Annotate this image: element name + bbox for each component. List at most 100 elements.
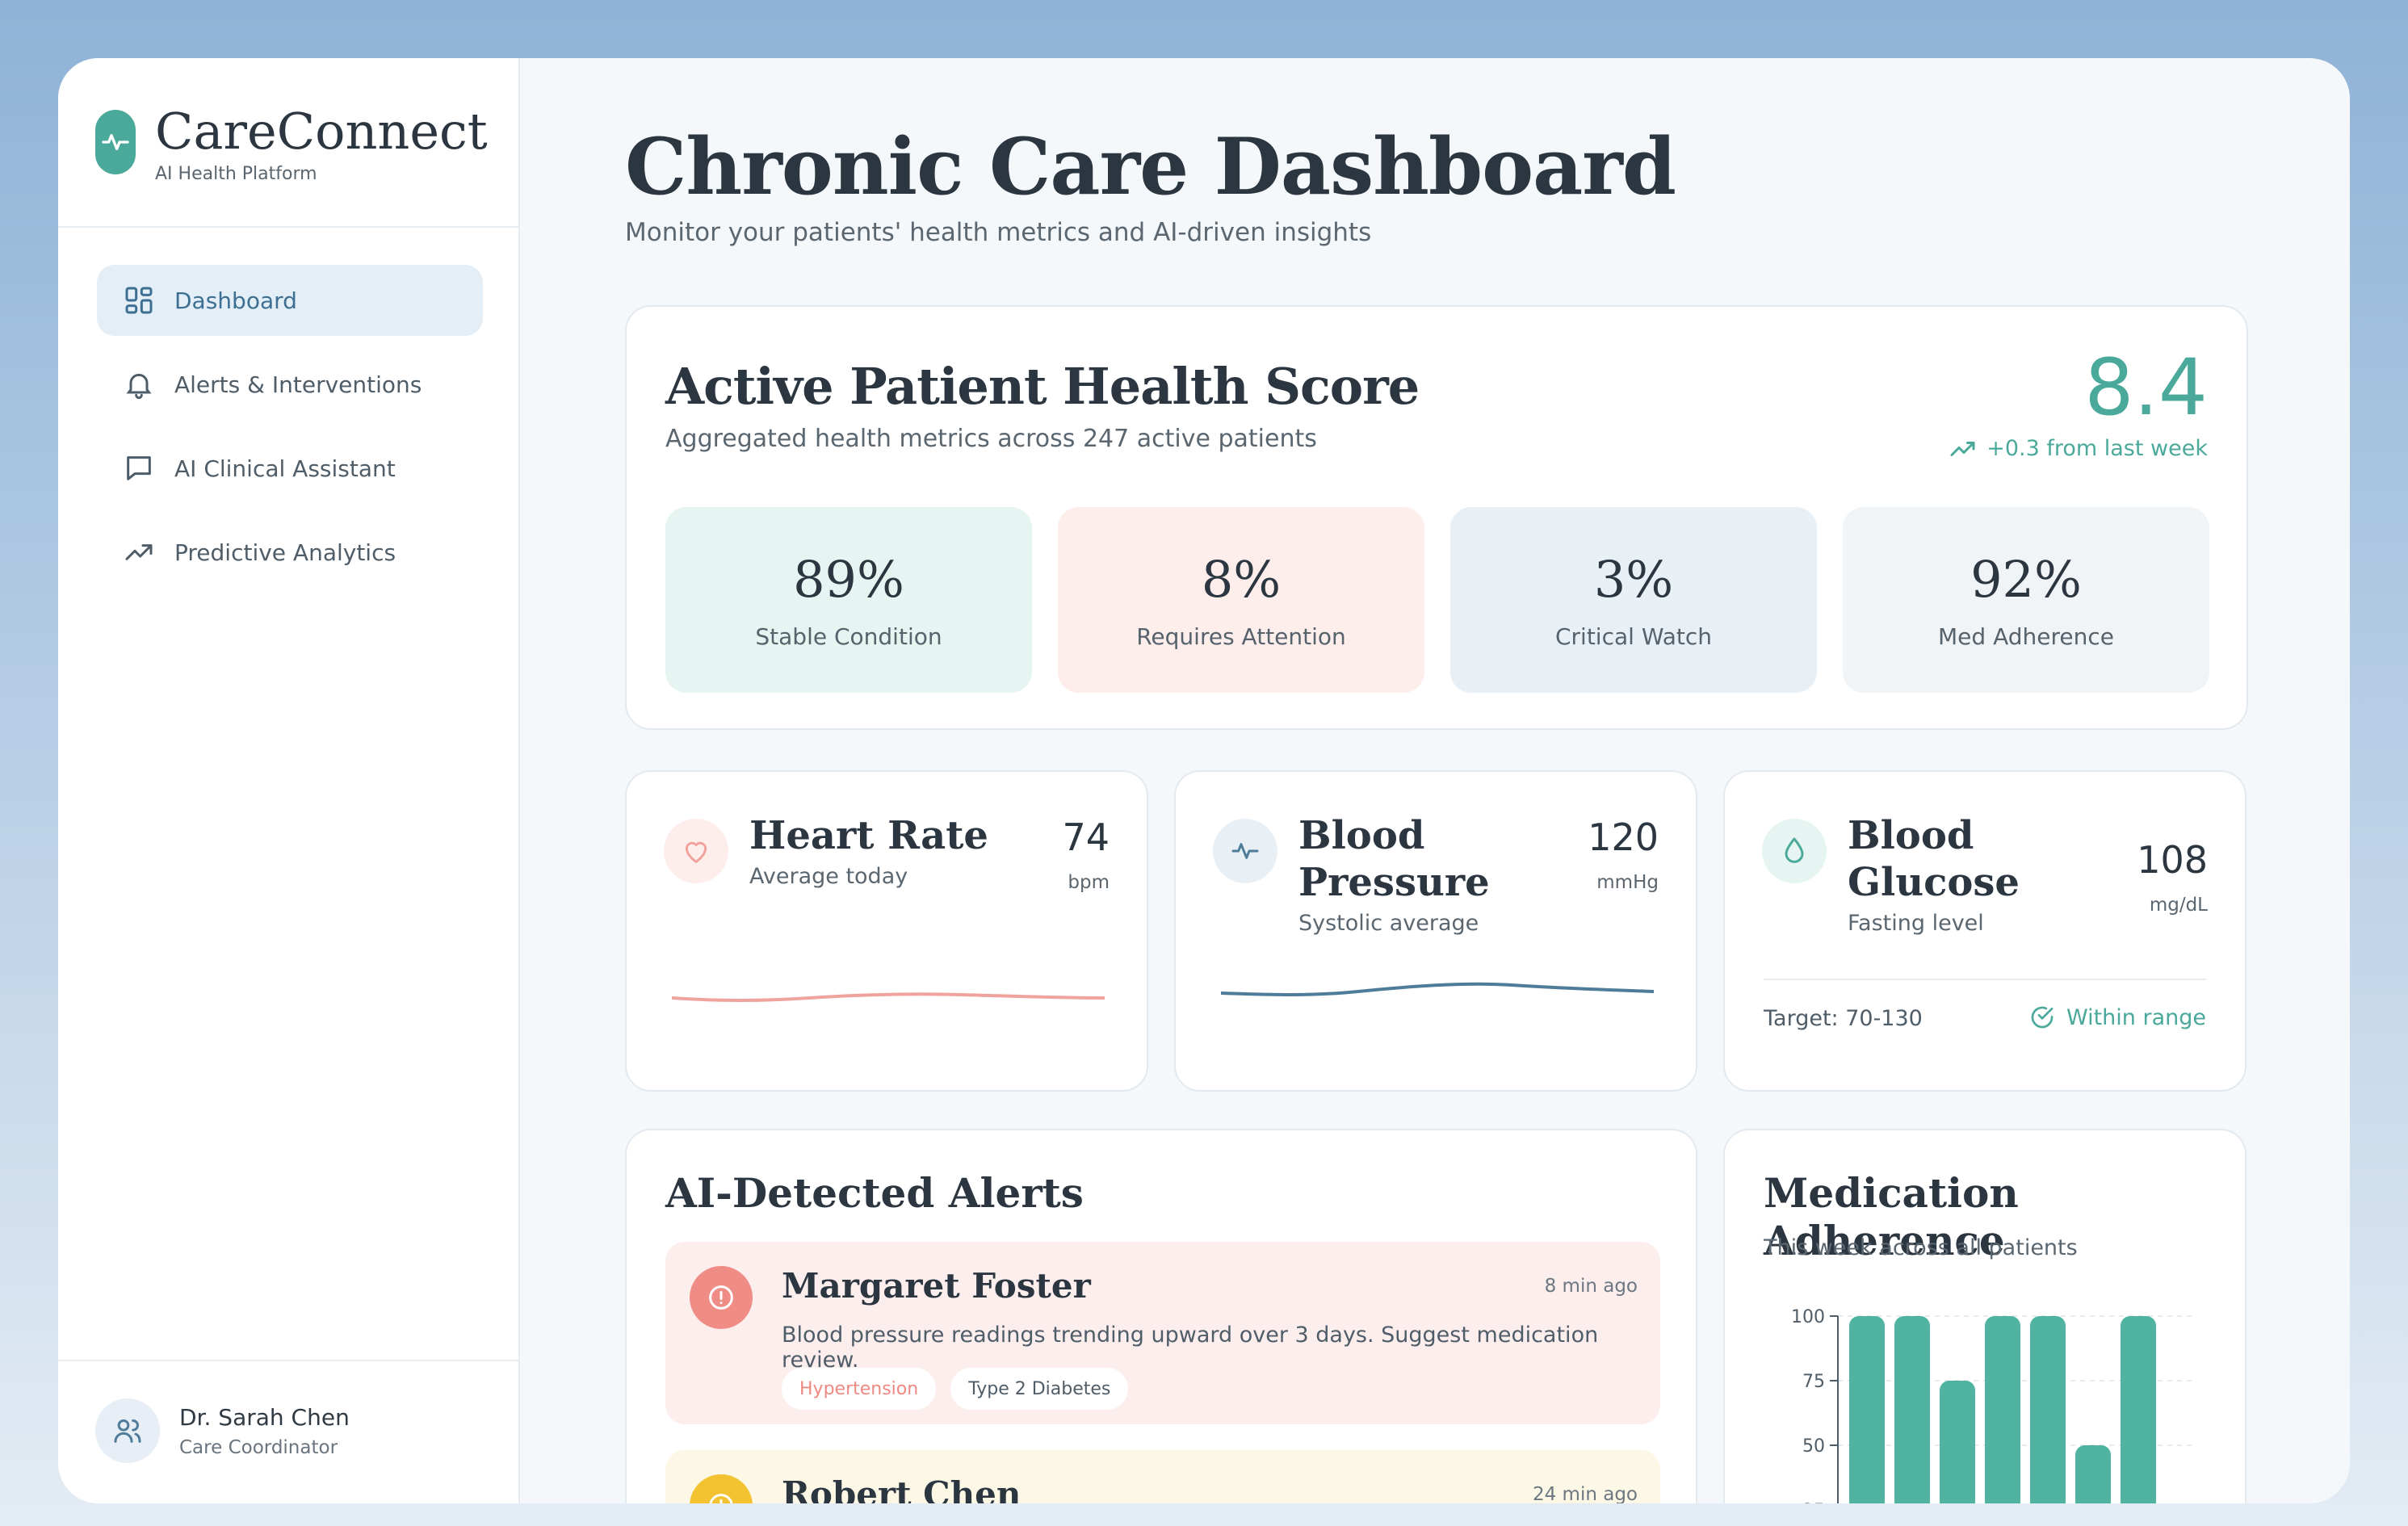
trend-icon (125, 544, 153, 560)
bell-icon (126, 373, 152, 400)
activity-icon (1213, 819, 1277, 883)
adherence-bar[interactable] (2075, 1445, 2111, 1503)
tag-hypertension[interactable]: Hypertension (782, 1368, 937, 1410)
heart-rate-unit: bpm (1068, 872, 1110, 893)
tag-diabetes[interactable]: Type 2 Diabetes (950, 1368, 1129, 1410)
chat-icon (127, 456, 151, 480)
health-score-card: Active Patient Health Score Aggregated h… (625, 305, 2248, 730)
sidebar-item-dashboard[interactable]: Dashboard (97, 265, 483, 336)
alert-time: 24 min ago (1532, 1484, 1638, 1503)
blood-glucose-title: Blood Glucose (1848, 813, 2020, 905)
alerts-title: AI-Detected Alerts (665, 1169, 1084, 1217)
alert-tags: Hypertension Type 2 Diabetes (782, 1368, 1129, 1410)
heart-rate-card[interactable]: Heart Rate Average today 74 bpm (625, 770, 1148, 1092)
glucose-divider (1764, 979, 2206, 980)
blood-pressure-subtitle: Systolic average (1298, 911, 1479, 936)
sidebar-nav: Dashboard Alerts & Interventions AI Clin… (97, 265, 483, 601)
sidebar-item-label: Alerts & Interventions (174, 371, 422, 398)
check-circle-icon (2031, 1006, 2054, 1029)
app-window: CareConnect AI Health Platform Dashboard… (58, 58, 2350, 1503)
sidebar: CareConnect AI Health Platform Dashboard… (58, 58, 520, 1503)
medication-bar-chart: 100 75 50 25 (1791, 1307, 2193, 1503)
main-content: Chronic Care Dashboard Monitor your pati… (520, 58, 2350, 1503)
sidebar-divider (58, 226, 518, 228)
status-tiles: 89% Stable Condition 8% Requires Attenti… (665, 507, 2209, 693)
sidebar-footer-divider (58, 1360, 518, 1361)
tile-label: Med Adherence (1938, 623, 2114, 650)
tile-attention[interactable]: 8% Requires Attention (1058, 507, 1424, 693)
glucose-target: Target: 70-130 (1764, 1006, 1923, 1031)
tile-stable[interactable]: 89% Stable Condition (665, 507, 1032, 693)
heart-rate-title: Heart Rate (749, 813, 988, 858)
alert-time: 8 min ago (1544, 1276, 1638, 1297)
tile-adherence[interactable]: 92% Med Adherence (1843, 507, 2209, 693)
tile-critical[interactable]: 3% Critical Watch (1450, 507, 1817, 693)
heart-rate-subtitle: Average today (749, 864, 908, 889)
adherence-bar[interactable] (1985, 1316, 2020, 1503)
users-icon (114, 1419, 141, 1443)
glucose-status-text: Within range (2066, 1004, 2206, 1030)
y-tick-label: 75 (1802, 1372, 1825, 1392)
avatar (95, 1398, 160, 1463)
adherence-bar[interactable] (2121, 1316, 2156, 1503)
blood-glucose-value: 108 (2137, 838, 2208, 882)
tile-label: Requires Attention (1136, 623, 1346, 650)
glucose-status: Within range (2029, 1004, 2206, 1030)
alert-message: Blood pressure readings trending upward … (782, 1323, 1599, 1373)
sidebar-item-analytics[interactable]: Predictive Analytics (97, 517, 483, 588)
brand[interactable]: CareConnect AI Health Platform (95, 105, 488, 184)
blood-pressure-value: 120 (1588, 815, 1659, 859)
tile-label: Stable Condition (755, 623, 942, 650)
heart-rate-value: 74 (1062, 815, 1110, 859)
adherence-bar[interactable] (2030, 1316, 2066, 1503)
tile-value: 3% (1593, 550, 1674, 609)
alert-circle-icon (690, 1474, 753, 1503)
alert-item[interactable]: Robert Chen 24 min ago (665, 1450, 1660, 1503)
sidebar-item-assistant[interactable]: AI Clinical Assistant (97, 433, 483, 504)
adherence-bar[interactable] (1894, 1316, 1930, 1503)
health-score-subtitle: Aggregated health metrics across 247 act… (665, 425, 1317, 453)
user-name: Dr. Sarah Chen (179, 1403, 350, 1431)
alert-patient-name: Margaret Foster (782, 1266, 1091, 1306)
brand-subtitle: AI Health Platform (155, 164, 317, 185)
blood-glucose-unit: mg/dL (2149, 895, 2208, 916)
heart-icon (664, 819, 728, 883)
blood-pressure-card[interactable]: Blood Pressure Systolic average 120 mmHg (1174, 770, 1697, 1092)
alert-item[interactable]: Margaret Foster 8 min ago Blood pressure… (665, 1242, 1660, 1424)
sidebar-item-alerts[interactable]: Alerts & Interventions (97, 349, 483, 420)
blood-pressure-unit: mmHg (1596, 872, 1659, 893)
brand-name: CareConnect (155, 102, 488, 161)
blood-pressure-sparkline (1221, 982, 1654, 996)
grid-icon (125, 287, 153, 314)
y-tick-label: 100 (1791, 1307, 1825, 1327)
medication-card: Medication Adherence This week across al… (1723, 1129, 2246, 1503)
alert-patient-name: Robert Chen (782, 1474, 1022, 1503)
y-tick-label: 25 (1802, 1501, 1825, 1503)
health-score-delta-text: +0.3 from last week (1986, 436, 2208, 461)
tile-value: 92% (1970, 550, 2082, 609)
blood-glucose-card[interactable]: Blood Glucose Fasting level 108 mg/dL Ta… (1723, 770, 2246, 1092)
droplet-icon (1762, 819, 1827, 883)
medication-subtitle: This week across all patients (1764, 1235, 2078, 1260)
alert-circle-icon (690, 1266, 753, 1329)
tile-label: Critical Watch (1554, 623, 1712, 650)
tile-value: 89% (793, 550, 904, 609)
alerts-card: AI-Detected Alerts Margaret Foster 8 min… (625, 1129, 1697, 1503)
blood-pressure-title: Blood Pressure (1298, 813, 1490, 905)
user-profile[interactable]: Dr. Sarah Chen Care Coordinator (95, 1398, 350, 1463)
sidebar-item-label: Predictive Analytics (174, 539, 396, 566)
sidebar-item-label: AI Clinical Assistant (174, 455, 396, 482)
user-role: Care Coordinator (179, 1436, 338, 1458)
adherence-bar[interactable] (1849, 1316, 1885, 1503)
health-score-title: Active Patient Health Score (665, 357, 1420, 416)
y-tick-label: 50 (1802, 1436, 1825, 1457)
health-score-delta: +0.3 from last week (1949, 436, 2208, 461)
heart-rate-sparkline (672, 992, 1105, 1002)
blood-glucose-subtitle: Fasting level (1848, 911, 1984, 936)
health-score-value: 8.4 (2084, 342, 2208, 433)
page-subtitle: Monitor your patients' health metrics an… (625, 218, 1372, 247)
tile-value: 8% (1201, 550, 1282, 609)
adherence-bar[interactable] (1940, 1381, 1975, 1503)
page-title: Chronic Care Dashboard (625, 121, 1676, 212)
trend-up-icon (1950, 441, 1975, 456)
